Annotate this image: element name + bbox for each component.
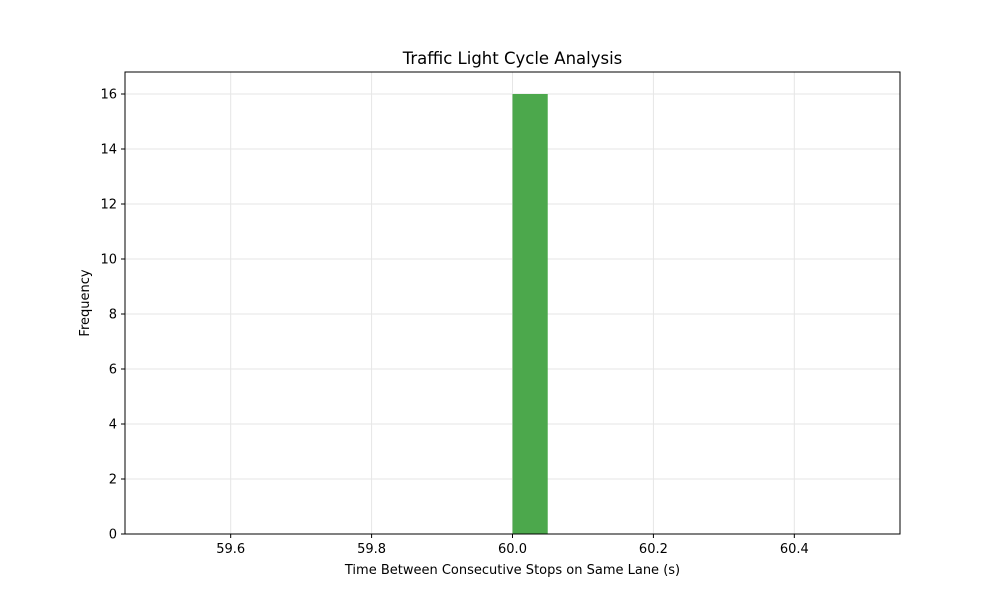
x-tick-label: 60.2 xyxy=(639,542,668,557)
x-tick-label: 60.0 xyxy=(498,542,527,557)
y-tick-label: 0 xyxy=(109,528,117,543)
x-tick-label: 59.6 xyxy=(216,542,245,557)
histogram-bar xyxy=(512,94,548,534)
y-tick-label: 2 xyxy=(109,473,117,488)
y-tick-label: 8 xyxy=(109,308,117,323)
x-tick-label: 59.8 xyxy=(357,542,386,557)
x-axis-ticks: 59.6 59.8 60.0 60.2 60.4 xyxy=(216,534,809,557)
y-tick-label: 6 xyxy=(109,363,117,378)
bars xyxy=(512,94,548,534)
chart-title: Traffic Light Cycle Analysis xyxy=(402,49,623,68)
y-tick-label: 14 xyxy=(100,143,117,158)
y-tick-label: 4 xyxy=(109,418,117,433)
y-axis-ticks: 0 2 4 6 8 10 12 14 16 xyxy=(100,88,125,543)
x-tick-label: 60.4 xyxy=(780,542,809,557)
y-axis-label: Frequency xyxy=(78,269,93,336)
y-tick-label: 16 xyxy=(100,88,117,103)
y-tick-label: 12 xyxy=(100,198,117,213)
y-tick-label: 10 xyxy=(100,253,117,268)
x-axis-label: Time Between Consecutive Stops on Same L… xyxy=(344,563,680,578)
